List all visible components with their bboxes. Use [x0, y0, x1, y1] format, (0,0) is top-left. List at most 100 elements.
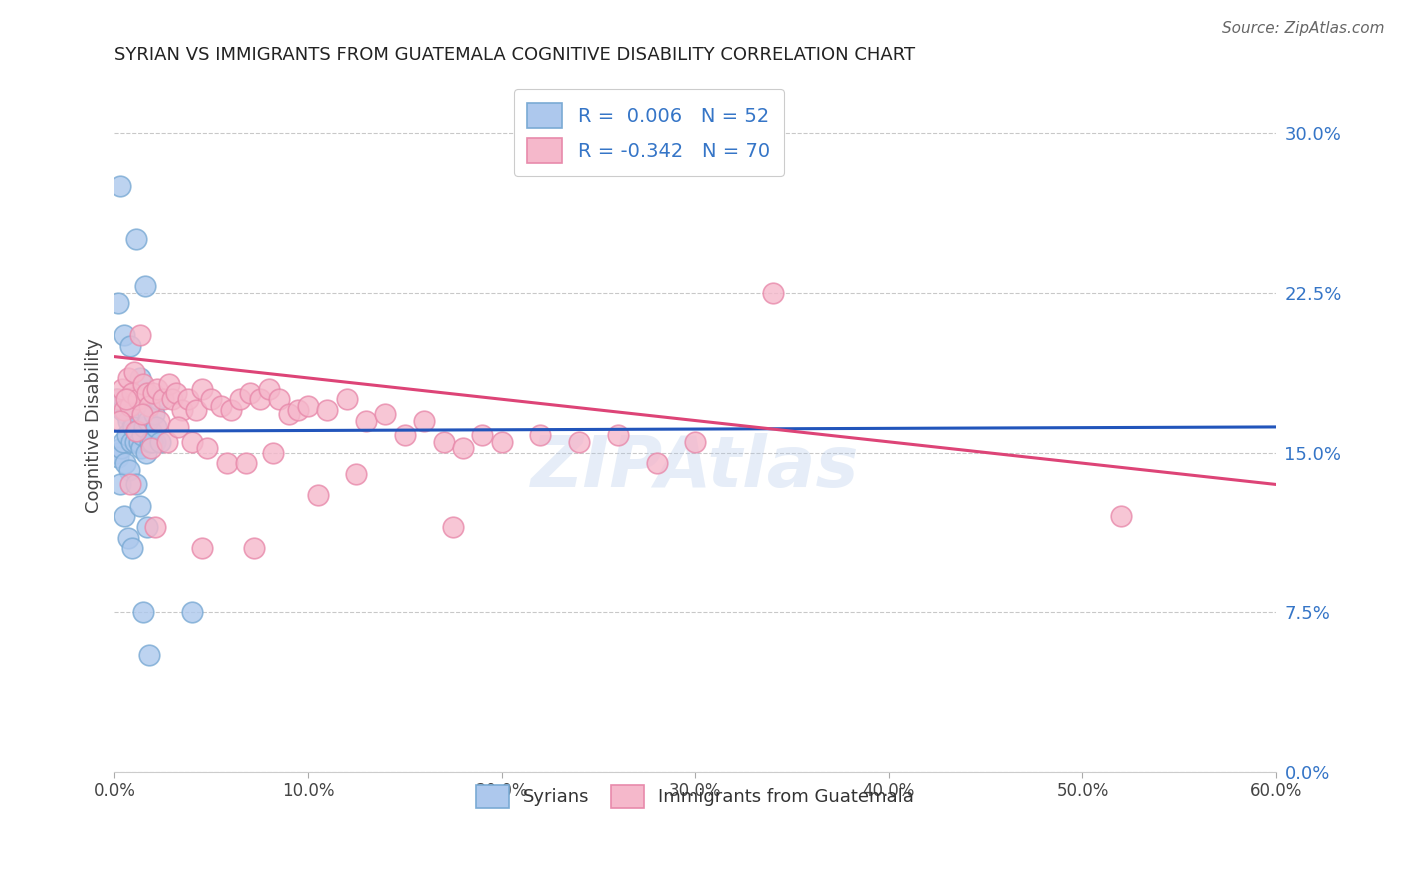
Point: [111, 382, 134, 396]
Point: [146, 382, 169, 396]
Point: [118, 399, 141, 413]
Point: [645, 456, 668, 470]
Point: [125, 232, 148, 246]
Point: [122, 365, 145, 379]
Point: [132, 605, 155, 619]
Point: [114, 456, 136, 470]
Point: [394, 428, 416, 442]
Point: [267, 392, 290, 407]
Point: [146, 392, 169, 407]
Point: [118, 462, 141, 476]
Point: [141, 424, 163, 438]
Point: [316, 403, 339, 417]
Point: [229, 392, 252, 407]
Point: [118, 339, 141, 353]
Point: [249, 392, 271, 407]
Point: [138, 648, 160, 662]
Point: [441, 520, 464, 534]
Point: [142, 385, 165, 400]
Point: [125, 424, 148, 438]
Point: [128, 371, 150, 385]
Point: [374, 407, 396, 421]
Point: [112, 434, 135, 449]
Point: [111, 403, 134, 417]
Point: [190, 541, 212, 556]
Point: [762, 285, 785, 300]
Point: [190, 382, 212, 396]
Point: [184, 403, 207, 417]
Point: [568, 434, 591, 449]
Point: [124, 434, 146, 449]
Point: [134, 420, 156, 434]
Point: [471, 428, 494, 442]
Point: [141, 434, 163, 449]
Point: [128, 434, 150, 449]
Point: [117, 413, 139, 427]
Point: [105, 445, 128, 459]
Point: [132, 377, 155, 392]
Point: [1109, 509, 1132, 524]
Point: [122, 424, 145, 438]
Point: [115, 428, 138, 442]
Text: ZIPAtlas: ZIPAtlas: [531, 433, 859, 502]
Point: [125, 424, 148, 438]
Point: [165, 385, 187, 400]
Point: [118, 477, 141, 491]
Point: [125, 477, 148, 491]
Point: [128, 499, 150, 513]
Point: [112, 509, 135, 524]
Point: [112, 328, 135, 343]
Point: [200, 392, 222, 407]
Point: [136, 385, 159, 400]
Point: [115, 392, 138, 407]
Point: [121, 385, 143, 400]
Point: [107, 392, 129, 407]
Point: [180, 605, 202, 619]
Point: [336, 392, 359, 407]
Point: [115, 407, 138, 421]
Point: [606, 428, 628, 442]
Point: [148, 413, 170, 427]
Point: [129, 442, 152, 456]
Point: [110, 179, 132, 194]
Point: [121, 420, 143, 434]
Point: [110, 413, 132, 427]
Point: [131, 407, 153, 421]
Point: [215, 456, 238, 470]
Point: [145, 420, 167, 434]
Point: [243, 541, 266, 556]
Point: [149, 434, 172, 449]
Point: [307, 488, 329, 502]
Point: [156, 434, 179, 449]
Point: [432, 434, 454, 449]
Point: [683, 434, 706, 449]
Point: [127, 392, 149, 407]
Point: [262, 445, 284, 459]
Point: [107, 296, 129, 310]
Point: [143, 520, 166, 534]
Point: [127, 428, 149, 442]
Point: [239, 385, 262, 400]
Point: [152, 392, 174, 407]
Point: [529, 428, 551, 442]
Point: [136, 403, 159, 417]
Point: [297, 399, 319, 413]
Point: [117, 371, 139, 385]
Point: [287, 403, 309, 417]
Point: [110, 442, 132, 456]
Point: [354, 413, 377, 427]
Point: [195, 442, 218, 456]
Point: [235, 456, 257, 470]
Point: [157, 377, 180, 392]
Point: [219, 403, 242, 417]
Point: [180, 434, 202, 449]
Point: [346, 467, 368, 481]
Point: [117, 531, 139, 545]
Point: [120, 434, 142, 449]
Point: [134, 279, 156, 293]
Legend: Syrians, Immigrants from Guatemala: Syrians, Immigrants from Guatemala: [470, 777, 921, 815]
Point: [128, 328, 150, 343]
Point: [259, 382, 281, 396]
Point: [108, 399, 131, 413]
Point: [141, 442, 163, 456]
